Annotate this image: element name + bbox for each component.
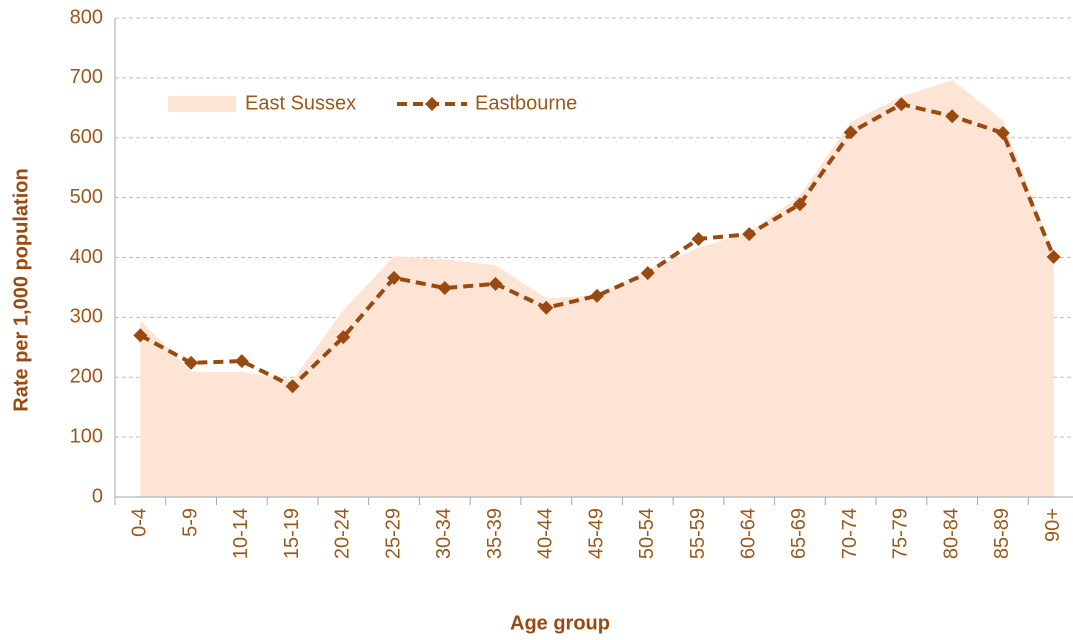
- marker: [488, 276, 503, 291]
- x-tick-label: 70-74: [839, 508, 861, 559]
- marker: [437, 281, 452, 296]
- x-tick-label: 35-39: [484, 508, 506, 559]
- x-tick-label: 15-19: [281, 508, 303, 559]
- x-tick-label: 85-89: [991, 508, 1013, 559]
- x-tick-label: 40-44: [535, 508, 557, 559]
- x-tick-label: 65-69: [788, 508, 810, 559]
- x-tick-label: 45-49: [585, 508, 607, 559]
- marker: [640, 266, 655, 281]
- x-tick-label: 55-59: [687, 508, 709, 559]
- x-tick-label: 10-14: [230, 508, 252, 559]
- marker: [894, 97, 909, 112]
- marker: [336, 330, 351, 345]
- x-tick-label: 75-79: [890, 508, 912, 559]
- x-tick-label: 5-9: [179, 508, 201, 537]
- marker: [590, 288, 604, 303]
- x-tick-label: 60-64: [737, 508, 759, 559]
- marker: [742, 227, 757, 242]
- y-axis-title: Rate per 1,000 population: [10, 168, 32, 411]
- y-tick-label: 600: [70, 126, 103, 148]
- marker: [995, 125, 1010, 140]
- y-tick-label: 300: [70, 306, 103, 328]
- marker: [539, 300, 554, 315]
- marker: [945, 109, 960, 124]
- x-tick-label: 20-24: [332, 508, 354, 559]
- marker: [285, 379, 300, 394]
- x-tick-label: 25-29: [382, 508, 404, 559]
- y-tick-label: 800: [70, 6, 103, 28]
- y-tick-label: 400: [70, 246, 103, 268]
- marker: [1046, 249, 1061, 264]
- y-tick-label: 700: [70, 66, 103, 88]
- legend-marker: [425, 97, 439, 111]
- marker: [792, 197, 807, 212]
- marker: [184, 355, 199, 370]
- x-tick-label: 50-54: [636, 508, 658, 559]
- legend-label: Eastbourne: [475, 92, 577, 114]
- marker: [691, 231, 706, 246]
- marker: [133, 328, 148, 343]
- marker: [387, 270, 402, 285]
- x-tick-label: 30-34: [433, 508, 455, 559]
- x-axis-title: Age group: [510, 612, 610, 634]
- y-tick-label: 100: [70, 425, 103, 447]
- marker: [843, 125, 858, 140]
- y-tick-label: 500: [70, 186, 103, 208]
- y-tick-label: 200: [70, 366, 103, 388]
- x-tick-label: 90+: [1042, 508, 1064, 542]
- x-tick-label: 80-84: [940, 508, 962, 559]
- x-tick-label: 0-4: [129, 508, 151, 537]
- legend-label: East Sussex: [245, 92, 356, 114]
- y-tick-label: 0: [92, 485, 103, 507]
- marker: [234, 354, 249, 369]
- legend-swatch: [168, 96, 236, 112]
- area: [140, 80, 1054, 498]
